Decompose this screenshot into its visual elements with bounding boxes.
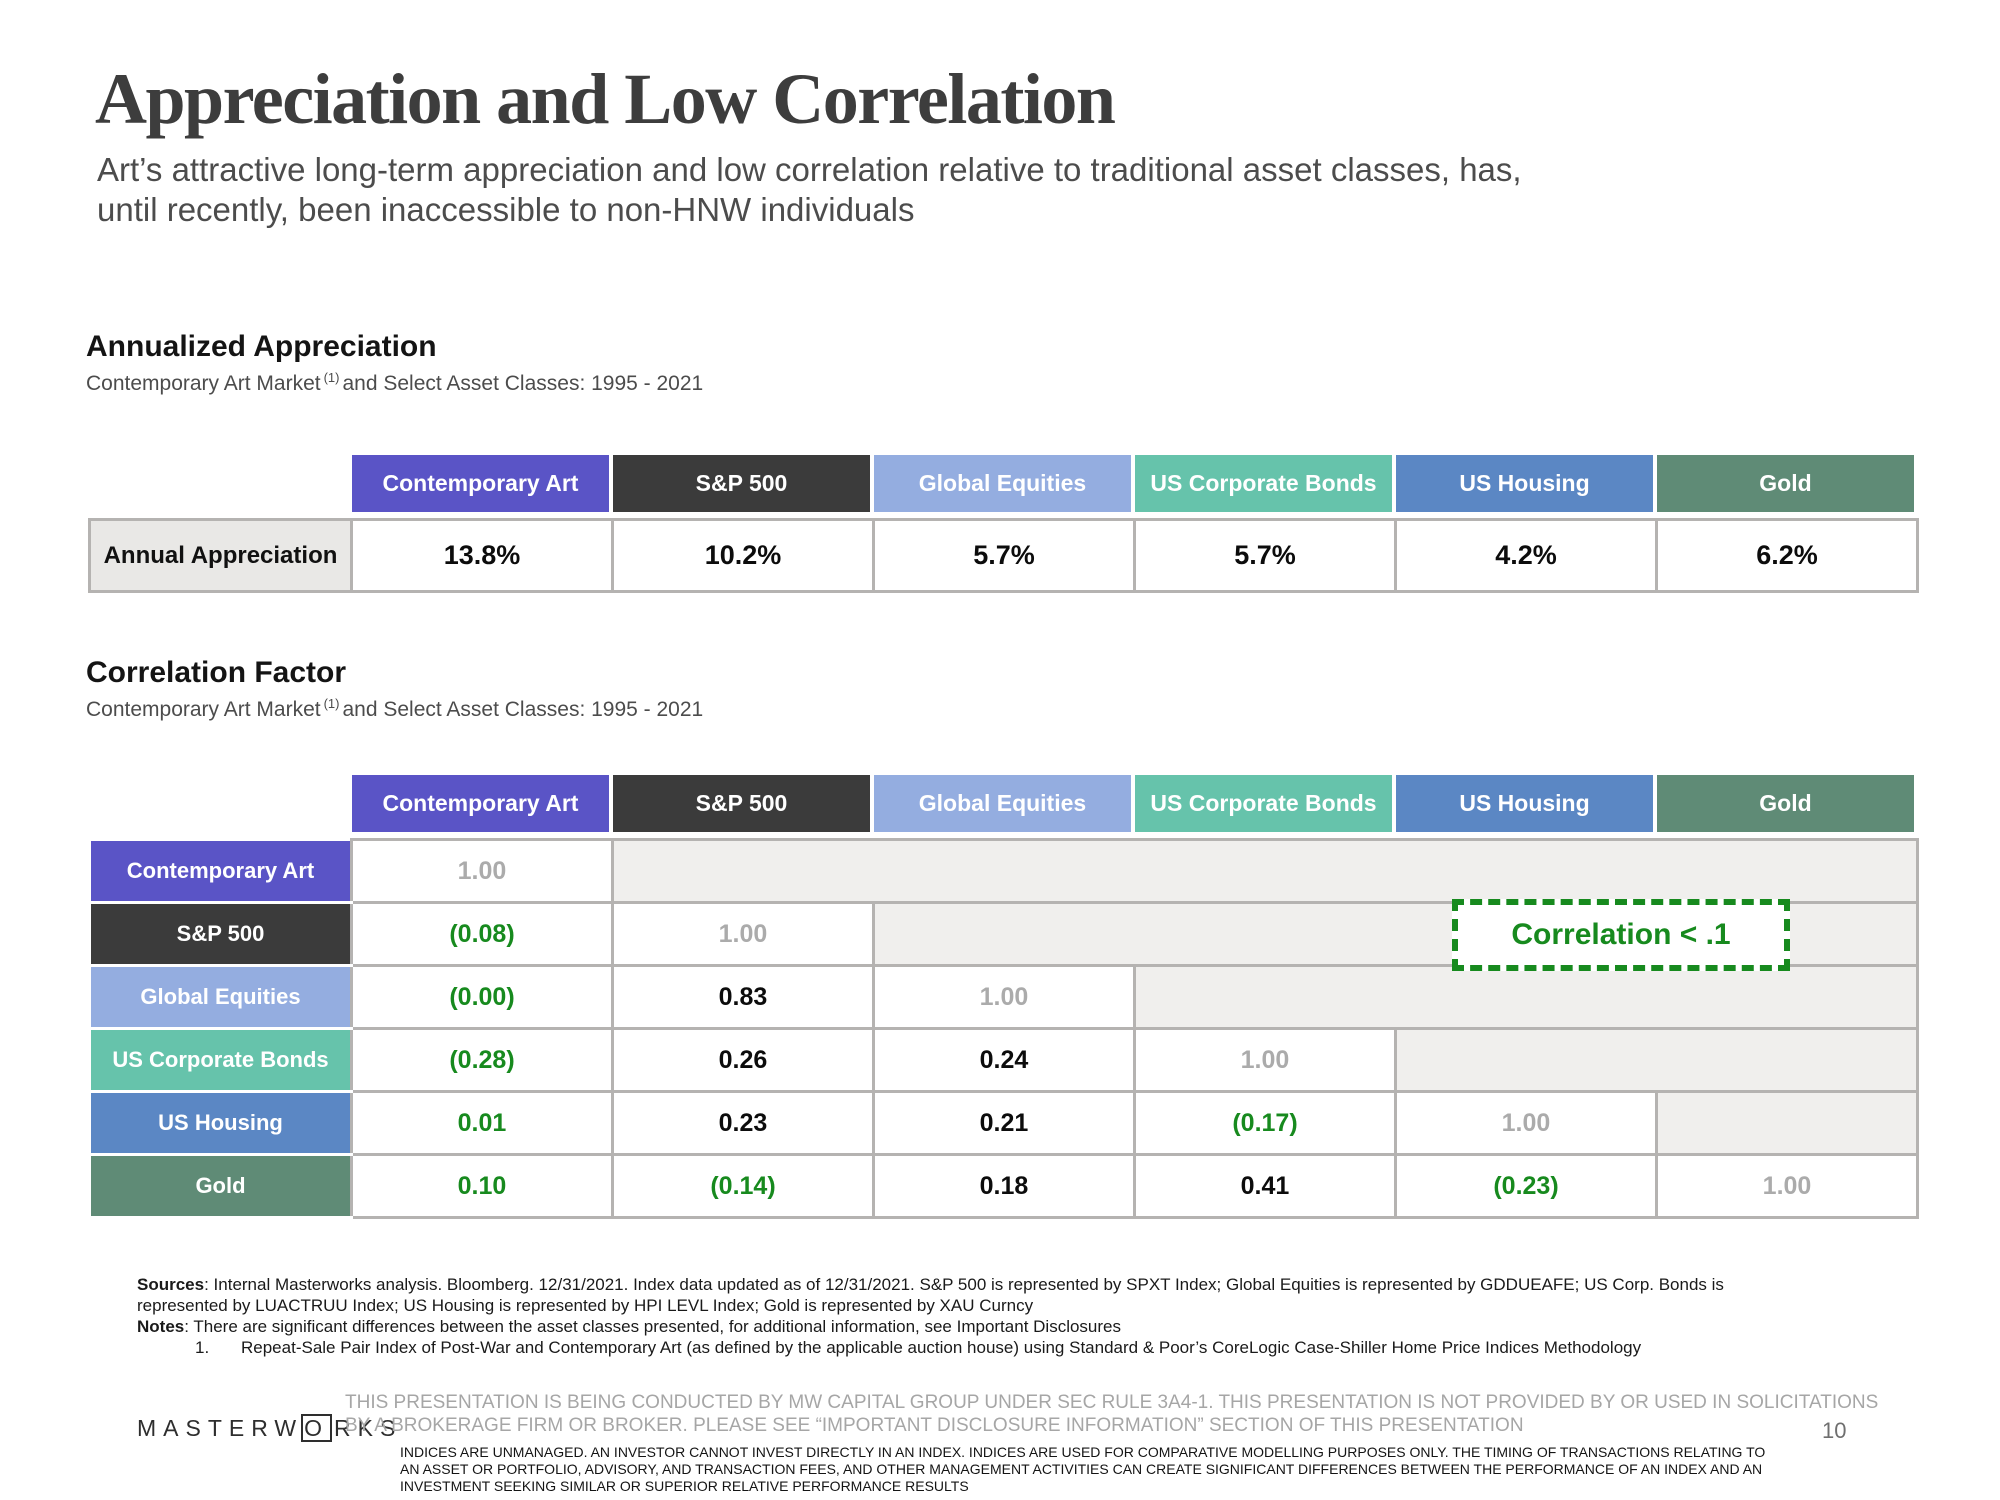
logo-suffix: RKS xyxy=(334,1415,403,1441)
footnotes: Sources: Internal Masterworks analysis. … xyxy=(137,1274,1817,1358)
value-cell: 13.8% xyxy=(350,518,614,593)
footer-fine-print: INDICES ARE UNMANAGED. AN INVESTOR CANNO… xyxy=(400,1444,1766,1494)
note-number: 1. xyxy=(195,1338,210,1357)
section-heading-correlation-factor: Correlation Factor xyxy=(86,656,347,689)
column-header-global-equities: Global Equities xyxy=(872,455,1133,512)
correlation-cell: 1.00 xyxy=(611,901,875,967)
page-title: Appreciation and Low Correlation xyxy=(95,59,1116,139)
logo-prefix: MASTERW xyxy=(137,1415,304,1441)
column-header-contemporary-art: Contemporary Art xyxy=(350,455,611,512)
subheading-prefix: Contemporary Art Market xyxy=(86,372,321,395)
column-header-sp500: S&P 500 xyxy=(611,775,872,832)
appreciation-table: Annual Appreciation 13.8% 10.2% 5.7% 5.7… xyxy=(88,518,1919,593)
sources-text: : Internal Masterworks analysis. Bloombe… xyxy=(137,1275,1724,1315)
sources-line: Sources: Internal Masterworks analysis. … xyxy=(137,1274,1817,1316)
correlation-cell: (0.23) xyxy=(1394,1153,1658,1219)
correlation-cell: (0.00) xyxy=(350,964,614,1030)
value-cell: 5.7% xyxy=(872,518,1136,593)
masterworks-logo: MASTERWO RKS xyxy=(137,1414,403,1443)
table-row-contemporary-art: Contemporary Art 1.00 xyxy=(88,838,1920,904)
empty-region xyxy=(1132,964,1920,1030)
note-text: Repeat-Sale Pair Index of Post-War and C… xyxy=(241,1338,1642,1357)
notes-text: : There are significant differences betw… xyxy=(184,1317,1121,1336)
correlation-cell: (0.17) xyxy=(1133,1090,1397,1156)
sources-label: Sources xyxy=(137,1275,205,1294)
header-spacer xyxy=(88,455,350,512)
row-label-us-corporate-bonds: US Corporate Bonds xyxy=(88,1027,353,1093)
correlation-cell: 1.00 xyxy=(872,964,1136,1030)
correlation-cell: 0.24 xyxy=(872,1027,1136,1093)
empty-region xyxy=(1393,1027,1920,1093)
row-label-contemporary-art: Contemporary Art xyxy=(88,838,353,904)
empty-region xyxy=(1654,1090,1920,1156)
correlation-cell: 0.10 xyxy=(350,1153,614,1219)
notes-label: Notes xyxy=(137,1317,185,1336)
notes-line: Notes: There are significant differences… xyxy=(137,1316,1817,1337)
value-cell: 4.2% xyxy=(1394,518,1658,593)
value-cell: 5.7% xyxy=(1133,518,1397,593)
appreciation-table-header-row: Contemporary Art S&P 500 Global Equities… xyxy=(88,455,1916,512)
section-subheading: Contemporary Art Market (1) and Select Ass… xyxy=(86,696,703,722)
correlation-cell: (0.14) xyxy=(611,1153,875,1219)
correlation-cell: 1.00 xyxy=(1654,1153,1920,1219)
page-number: 10 xyxy=(1822,1418,1847,1443)
correlation-table-header-row: Contemporary Art S&P 500 Global Equities… xyxy=(88,775,1916,832)
column-header-gold: Gold xyxy=(1655,455,1916,512)
column-header-us-housing: US Housing xyxy=(1394,455,1655,512)
column-header-global-equities: Global Equities xyxy=(872,775,1133,832)
header-spacer xyxy=(88,775,350,832)
column-header-us-corporate-bonds: US Corporate Bonds xyxy=(1133,455,1394,512)
correlation-cell: 0.83 xyxy=(611,964,875,1030)
value-cell: 6.2% xyxy=(1655,518,1919,593)
section-heading-annualized-appreciation: Annualized Appreciation xyxy=(86,330,437,363)
column-header-sp500: S&P 500 xyxy=(611,455,872,512)
column-header-gold: Gold xyxy=(1655,775,1916,832)
correlation-cell: 0.26 xyxy=(611,1027,875,1093)
correlation-cell: 0.23 xyxy=(611,1090,875,1156)
value-cell: 10.2% xyxy=(611,518,875,593)
footnote-marker: (1) xyxy=(323,370,340,385)
correlation-table: Contemporary Art 1.00 S&P 500 (0.08) 1.0… xyxy=(88,838,1920,1219)
subheading-suffix: and Select Asset Classes: 1995 - 2021 xyxy=(342,698,704,721)
numbered-note: 1. Repeat-Sale Pair Index of Post-War and… xyxy=(137,1337,1817,1358)
column-header-us-housing: US Housing xyxy=(1394,775,1655,832)
subheading-prefix: Contemporary Art Market xyxy=(86,698,321,721)
column-header-us-corporate-bonds: US Corporate Bonds xyxy=(1133,775,1394,832)
table-row-gold: Gold 0.10 (0.14) 0.18 0.41 (0.23) 1.00 xyxy=(88,1153,1920,1219)
correlation-cell: 0.41 xyxy=(1133,1153,1397,1219)
empty-region xyxy=(610,838,1920,904)
correlation-callout: Correlation < .1 xyxy=(1452,899,1790,971)
row-label-gold: Gold xyxy=(88,1153,353,1219)
column-header-contemporary-art: Contemporary Art xyxy=(350,775,611,832)
table-row-global-equities: Global Equities (0.00) 0.83 1.00 xyxy=(88,964,1920,1030)
page-subtitle: Art’s attractive long-term appreciation … xyxy=(97,151,1522,228)
correlation-cell: 1.00 xyxy=(350,838,614,904)
row-label-global-equities: Global Equities xyxy=(88,964,353,1030)
correlation-cell: 0.21 xyxy=(872,1090,1136,1156)
correlation-cell: 0.18 xyxy=(872,1153,1136,1219)
table-row: Annual Appreciation 13.8% 10.2% 5.7% 5.7… xyxy=(88,518,1919,593)
logo-o-box: O xyxy=(301,1414,333,1443)
correlation-cell: 1.00 xyxy=(1394,1090,1658,1156)
subheading-suffix: and Select Asset Classes: 1995 - 2021 xyxy=(342,372,704,395)
correlation-cell: (0.28) xyxy=(350,1027,614,1093)
row-label-us-housing: US Housing xyxy=(88,1090,353,1156)
correlation-cell: 1.00 xyxy=(1133,1027,1397,1093)
row-label-sp500: S&P 500 xyxy=(88,901,353,967)
table-row-us-corporate-bonds: US Corporate Bonds (0.28) 0.26 0.24 1.00 xyxy=(88,1027,1920,1093)
footer-disclaimer: THIS PRESENTATION IS BEING CONDUCTED BY … xyxy=(345,1392,1879,1436)
section-subheading: Contemporary Art Market (1) and Select Ass… xyxy=(86,370,703,396)
footnote-marker: (1) xyxy=(323,696,340,711)
correlation-cell: 0.01 xyxy=(350,1090,614,1156)
row-label-annual-appreciation: Annual Appreciation xyxy=(88,518,353,593)
table-row-us-housing: US Housing 0.01 0.23 0.21 (0.17) 1.00 xyxy=(88,1090,1920,1156)
correlation-cell: (0.08) xyxy=(350,901,614,967)
